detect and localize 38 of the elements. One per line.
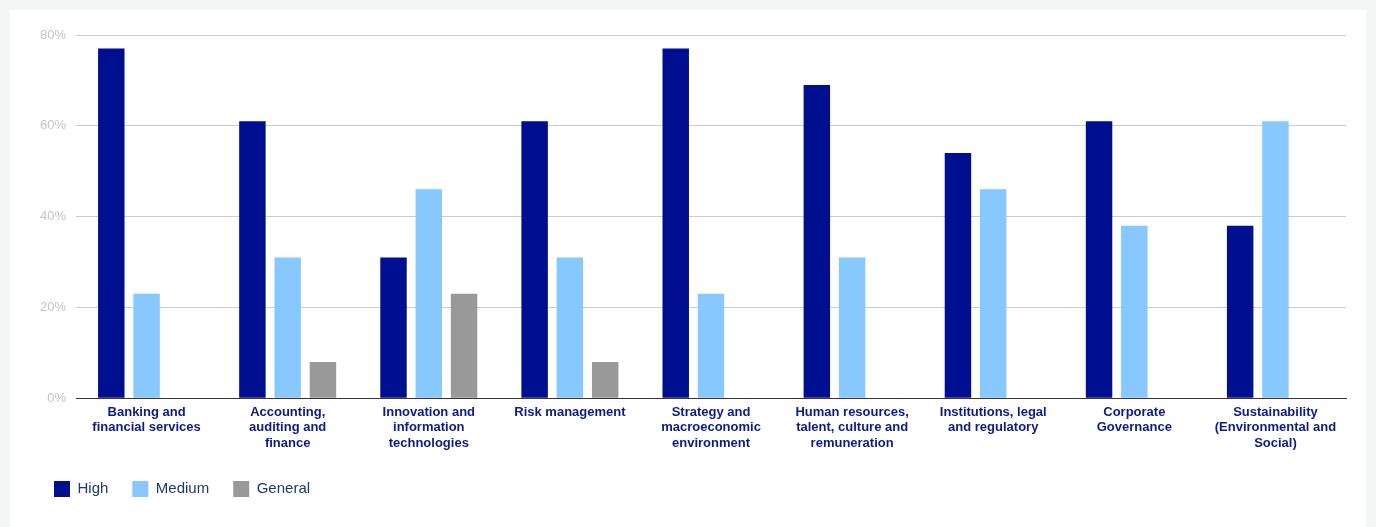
- x-tick-label: Strategy and macroeconomic environment: [661, 403, 761, 450]
- bar: [944, 153, 972, 398]
- bar: [1085, 121, 1113, 398]
- bar: [98, 48, 125, 398]
- x-tick-label: Risk management: [514, 403, 627, 419]
- bar: [450, 293, 478, 398]
- y-tick-label: 80%: [39, 26, 67, 42]
- bar: [380, 257, 407, 398]
- bar: [274, 257, 301, 398]
- bar: [521, 121, 548, 398]
- x-tick-label: Corporate Governance: [1096, 403, 1172, 435]
- bar: [803, 84, 831, 398]
- x-tick-label: Banking and financial services: [92, 403, 201, 435]
- legend-label: General: [256, 479, 311, 497]
- y-tick-label: 60%: [39, 117, 67, 133]
- x-tick-label: Institutions, legal and regulatory: [939, 403, 1047, 435]
- x-tick-label: Innovation and information technologies: [382, 403, 476, 450]
- bar: [415, 189, 443, 398]
- x-tick-label: Accounting, auditing and finance: [249, 403, 327, 450]
- bar: [1226, 225, 1254, 398]
- bar: [133, 293, 160, 398]
- bar: [309, 361, 337, 398]
- x-tick-label: Human resources, talent, culture and remuneration: [795, 403, 909, 450]
- bar: [591, 361, 619, 398]
- bar: [662, 48, 689, 398]
- bar: [980, 189, 1007, 398]
- bar: [556, 257, 584, 398]
- bar: [239, 121, 266, 398]
- y-tick-label: 20%: [39, 298, 67, 314]
- bar: [838, 257, 866, 398]
- legend-label: High: [77, 479, 109, 497]
- bar: [697, 293, 725, 398]
- legend-label: Medium: [155, 479, 210, 497]
- bar: [1262, 121, 1289, 398]
- x-tick-label: Sustainability (Environmental and Social): [1214, 403, 1337, 450]
- y-tick-label: 40%: [39, 208, 67, 224]
- y-tick-label: 0%: [47, 389, 67, 405]
- bar: [1121, 225, 1148, 398]
